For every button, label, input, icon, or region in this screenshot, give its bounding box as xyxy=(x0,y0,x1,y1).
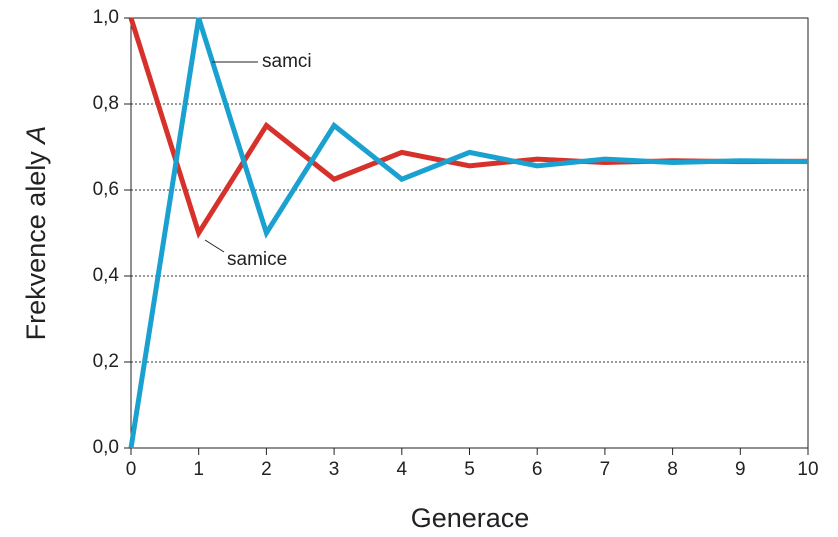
y-tick-label: 0,8 xyxy=(93,93,119,114)
x-tick-label: 5 xyxy=(464,459,475,480)
x-tick-label: 3 xyxy=(329,459,340,480)
x-tick-label: 4 xyxy=(397,459,408,480)
series-label: samice xyxy=(227,249,287,270)
x-tick-label: 10 xyxy=(797,459,818,480)
y-tick-label: 0,0 xyxy=(93,437,119,458)
x-tick-label: 8 xyxy=(667,459,678,480)
plot-frame xyxy=(130,17,809,449)
x-tick-label: 0 xyxy=(126,459,137,480)
x-axis-label: Generace xyxy=(411,503,530,533)
x-tick-label: 6 xyxy=(532,459,543,480)
y-axis-label-text: Frekvence alely xyxy=(21,151,51,341)
x-tick-label: 2 xyxy=(261,459,272,480)
y-tick-label: 0,2 xyxy=(93,351,119,372)
series-label: samci xyxy=(262,51,312,72)
x-tick-label: 7 xyxy=(600,459,611,480)
y-tick-label: 1,0 xyxy=(93,7,119,28)
label-leader xyxy=(204,239,225,253)
y-tick-label: 0,6 xyxy=(93,179,119,200)
series-line xyxy=(128,17,809,449)
x-tick-label: 1 xyxy=(193,459,204,480)
x-tick-label: 9 xyxy=(735,459,746,480)
y-tick-label: 0,4 xyxy=(93,265,120,286)
y-axis-label-var: A xyxy=(21,126,51,146)
y-axis-label: Frekvence alely A xyxy=(21,126,51,341)
